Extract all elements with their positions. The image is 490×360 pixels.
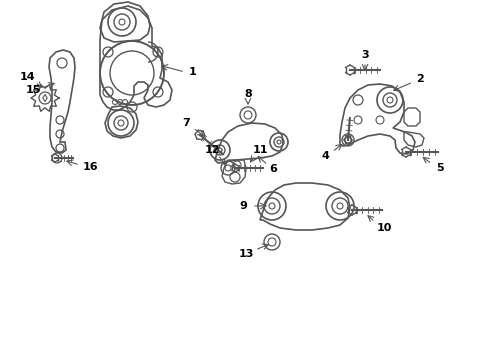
Text: 9: 9 [239,201,247,211]
Text: 1: 1 [189,67,197,77]
Text: 15: 15 [25,85,41,95]
Text: 14: 14 [19,72,35,82]
Text: 12: 12 [204,145,220,155]
Text: 13: 13 [238,249,254,259]
Text: 2: 2 [416,74,424,84]
Text: 8: 8 [244,89,252,99]
Text: 5: 5 [436,163,444,173]
Text: 10: 10 [376,223,392,233]
Text: 4: 4 [321,151,329,161]
Text: 7: 7 [182,118,190,128]
Text: 11: 11 [252,145,268,155]
Text: 6: 6 [269,164,277,174]
Text: 3: 3 [361,50,369,60]
Text: 16: 16 [82,162,98,172]
